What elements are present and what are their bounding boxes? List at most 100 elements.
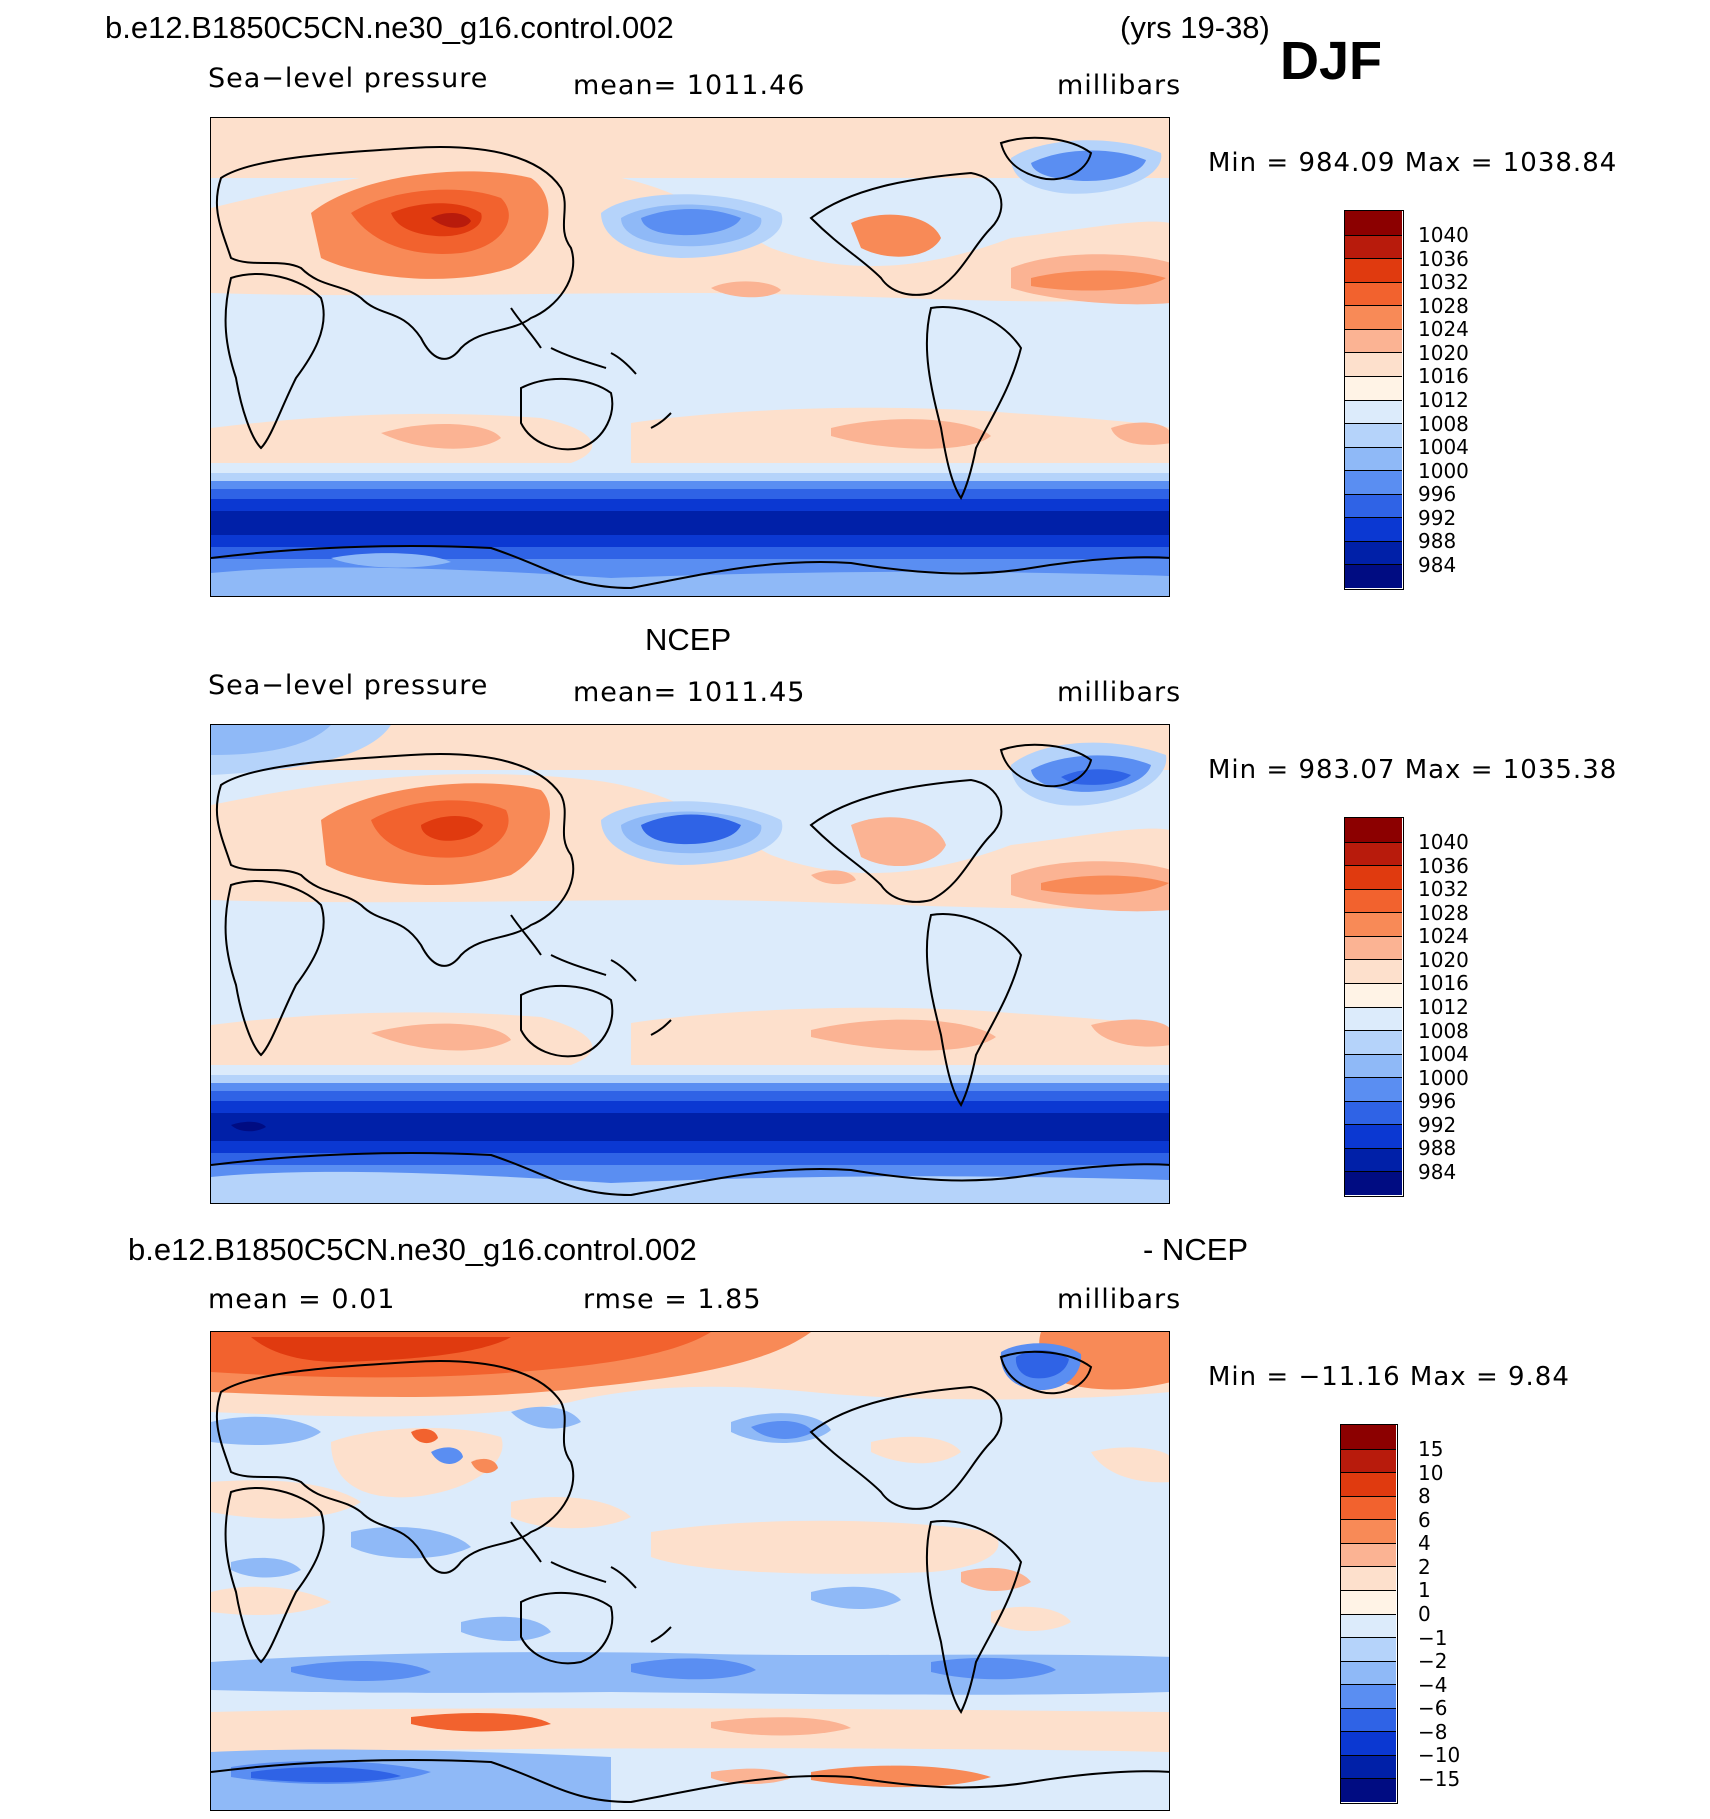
colorbar-level-label: 4 (1418, 1531, 1431, 1556)
colorbar-level-label: 1004 (1418, 1042, 1469, 1067)
colorbar-level-label: 1008 (1418, 411, 1469, 436)
colorbar-level-label: 1 (1418, 1578, 1431, 1603)
colorbar-swatch (1345, 959, 1402, 983)
colorbar-level-label: −15 (1418, 1766, 1461, 1791)
colorbar-swatch (1345, 841, 1402, 866)
colorbar-swatch (1341, 1731, 1396, 1755)
colorbar-swatch (1341, 1448, 1396, 1473)
panel3-map (210, 1331, 1170, 1811)
colorbar-swatch (1345, 305, 1402, 329)
colorbar-level-label: 1036 (1418, 853, 1469, 878)
colorbar-swatch (1341, 1495, 1396, 1520)
colorbar-swatch (1345, 818, 1402, 842)
colorbar-level-label: 1012 (1418, 995, 1469, 1019)
colorbar-swatch (1345, 912, 1402, 936)
colorbar-level-label: 1020 (1418, 947, 1469, 972)
colorbar-swatch (1345, 888, 1402, 913)
colorbar-swatch (1345, 540, 1402, 565)
colorbar-swatch (1341, 1425, 1396, 1449)
colorbar-level-label: 2 (1418, 1554, 1431, 1579)
panel2-variable: Sea−level pressure (208, 670, 489, 701)
panel3-title-left: b.e12.B1850C5CN.ne30_g16.control.002 (128, 1232, 697, 1267)
colorbar-level-label: 8 (1418, 1484, 1431, 1509)
colorbar-swatch (1341, 1707, 1396, 1732)
panel2-map (210, 724, 1170, 1204)
colorbar-swatch (1345, 328, 1402, 353)
colorbar-level-label: 996 (1418, 1089, 1457, 1114)
colorbar-level-label: 1032 (1418, 877, 1469, 902)
colorbar-swatch (1345, 935, 1402, 960)
panel1-colorbar (1344, 210, 1404, 590)
colorbar-level-label: 10 (1418, 1460, 1444, 1485)
colorbar-level-label: 992 (1418, 1112, 1457, 1137)
panel2-title: NCEP (645, 622, 732, 657)
colorbar-swatch (1345, 281, 1402, 306)
colorbar-level-label: 1024 (1418, 924, 1469, 949)
colorbar-swatch (1341, 1684, 1396, 1708)
panel1-variable: Sea−level pressure (208, 63, 489, 94)
colorbar-swatch (1345, 865, 1402, 889)
colorbar-level-label: 6 (1418, 1507, 1431, 1532)
panel1-units: millibars (1057, 70, 1182, 101)
colorbar-level-label: 1004 (1418, 435, 1469, 460)
colorbar-level-label: 1028 (1418, 900, 1469, 925)
colorbar-level-label: 1016 (1418, 971, 1469, 996)
colorbar-level-label: 1020 (1418, 340, 1469, 365)
colorbar-level-label: −8 (1418, 1719, 1448, 1744)
colorbar-level-label: 1032 (1418, 270, 1469, 295)
panel1-map (210, 117, 1170, 597)
panel2-units: millibars (1057, 677, 1182, 708)
colorbar-level-label: 1000 (1418, 1065, 1469, 1090)
colorbar-swatch (1341, 1589, 1396, 1614)
colorbar-swatch (1345, 352, 1402, 376)
colorbar-level-label: 1000 (1418, 458, 1469, 483)
case-title: b.e12.B1850C5CN.ne30_g16.control.002 (105, 10, 674, 45)
colorbar-swatch (1341, 1613, 1396, 1638)
colorbar-level-label: −2 (1418, 1649, 1448, 1674)
colorbar-level-label: 0 (1418, 1602, 1431, 1626)
colorbar-swatch (1345, 517, 1402, 541)
colorbar-level-label: 992 (1418, 505, 1457, 530)
colorbar-swatch (1345, 234, 1402, 259)
colorbar-level-label: −1 (1418, 1625, 1448, 1650)
colorbar-swatch (1345, 1053, 1402, 1078)
colorbar-swatch (1345, 982, 1402, 1007)
colorbar-level-label: 1040 (1418, 223, 1469, 248)
colorbar-swatch (1345, 564, 1402, 588)
colorbar-swatch (1341, 1754, 1396, 1779)
panel3-minmax: Min = −11.16 Max = 9.84 (1208, 1362, 1570, 1392)
colorbar-level-label: 988 (1418, 529, 1457, 554)
colorbar-swatch (1345, 1171, 1402, 1195)
colorbar-level-label: 988 (1418, 1136, 1457, 1161)
colorbar-swatch (1345, 375, 1402, 400)
colorbar-swatch (1345, 1030, 1402, 1054)
colorbar-swatch (1341, 1778, 1396, 1802)
colorbar-level-label: 1036 (1418, 246, 1469, 271)
colorbar-swatch (1345, 258, 1402, 282)
colorbar-level-label: 984 (1418, 552, 1457, 577)
colorbar-swatch (1345, 446, 1402, 471)
panel3-rmse: rmse = 1.85 (583, 1284, 762, 1315)
colorbar-swatch (1341, 1542, 1396, 1567)
years-label: (yrs 19-38) (1120, 10, 1270, 45)
colorbar-level-label: 996 (1418, 482, 1457, 507)
colorbar-swatch (1341, 1472, 1396, 1496)
colorbar-swatch (1345, 1077, 1402, 1101)
panel2-colorbar (1344, 817, 1404, 1197)
colorbar-swatch (1345, 423, 1402, 447)
colorbar-swatch (1341, 1566, 1396, 1590)
panel3-colorbar (1340, 1424, 1398, 1804)
colorbar-level-label: −4 (1418, 1672, 1448, 1697)
colorbar-level-label: 15 (1418, 1437, 1444, 1462)
colorbar-swatch (1341, 1519, 1396, 1543)
panel2-mean: mean= 1011.45 (573, 677, 806, 708)
panel3-mean: mean = 0.01 (208, 1284, 396, 1315)
colorbar-level-label: 1040 (1418, 830, 1469, 855)
colorbar-swatch (1345, 211, 1402, 235)
colorbar-level-label: 984 (1418, 1159, 1457, 1184)
colorbar-swatch (1345, 1124, 1402, 1148)
panel1-minmax: Min = 984.09 Max = 1038.84 (1208, 148, 1618, 178)
colorbar-level-label: −6 (1418, 1696, 1448, 1721)
colorbar-swatch (1345, 1100, 1402, 1125)
panel3-units: millibars (1057, 1284, 1182, 1315)
